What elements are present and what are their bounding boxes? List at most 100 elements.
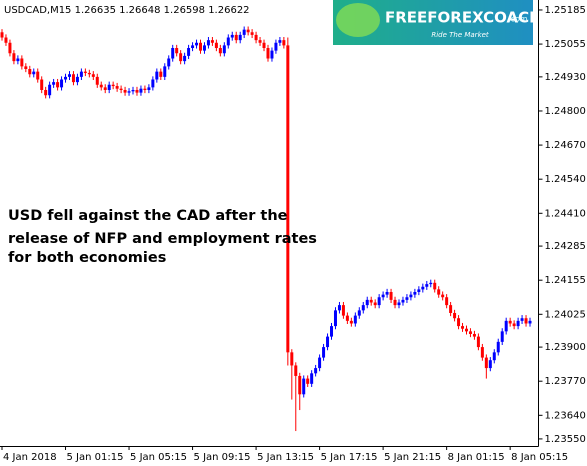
candle-body: [365, 299, 369, 306]
logo-name: FREEFOREXCOACH: [385, 9, 542, 27]
candle-body: [119, 88, 123, 90]
candle-body: [135, 89, 139, 93]
candle-body: [480, 347, 484, 358]
y-tick-label: 1.24285: [545, 241, 586, 252]
candle-body: [87, 72, 91, 75]
x-tick-label: 5 Jan 21:15: [384, 452, 441, 463]
candle-body: [282, 40, 286, 46]
candle-body: [468, 331, 472, 334]
candle-body: [306, 378, 310, 384]
candle-body: [357, 310, 361, 316]
candle-body: [409, 294, 413, 298]
candle-body: [206, 40, 210, 46]
annotation: for both economies: [8, 250, 166, 266]
candle-body: [167, 58, 171, 67]
candle-body: [155, 71, 159, 80]
y-tick-label: 1.23640: [545, 410, 586, 421]
candle-body: [500, 331, 504, 342]
candle-body: [341, 305, 345, 316]
candle-body: [381, 294, 385, 298]
candle-body: [397, 302, 401, 306]
candle-body: [377, 297, 381, 306]
y-tick-label: 1.24155: [545, 275, 586, 286]
candle-body: [302, 378, 306, 395]
candle-body: [79, 71, 83, 77]
candle-body: [95, 76, 99, 85]
candle-body: [294, 365, 298, 376]
candle-body: [163, 66, 167, 77]
y-tick-label: 1.23900: [545, 342, 586, 353]
candle-body: [218, 48, 222, 54]
y-tick-label: 1.25055: [545, 39, 586, 50]
x-tick-label: 5 Jan 01:15: [67, 452, 124, 463]
candle-body: [103, 87, 107, 90]
y-tick-label: 1.24800: [545, 106, 586, 117]
candle-body: [385, 291, 389, 295]
candle-body: [417, 289, 421, 292]
candle-body: [322, 347, 326, 358]
candle-body: [171, 48, 175, 59]
x-tick-label: 8 Jan 01:15: [448, 452, 505, 463]
candles: [0, 26, 532, 432]
candle-body: [472, 333, 476, 337]
candle-body: [298, 375, 302, 395]
logo-globe: [336, 3, 380, 37]
candle-body: [266, 48, 270, 59]
candle-body: [226, 37, 230, 46]
candle-body: [528, 320, 532, 324]
candle-body: [60, 79, 64, 88]
candle-body: [405, 297, 409, 300]
candle-body: [524, 318, 528, 324]
candle-body: [254, 34, 258, 41]
candle-body: [83, 71, 87, 73]
candle-body: [333, 310, 337, 327]
candle-body: [0, 32, 4, 38]
candle-body: [159, 71, 163, 77]
y-tick-label: 1.24670: [545, 140, 586, 151]
annotation: USD fell against the CAD after the: [8, 208, 288, 224]
candle-body: [44, 89, 48, 96]
candle-body: [274, 42, 278, 51]
candle-body: [107, 84, 111, 90]
candle-body: [330, 326, 334, 337]
candle-body: [401, 299, 405, 303]
candle-body: [191, 45, 195, 49]
candle-body: [99, 84, 103, 88]
candle-body: [345, 315, 349, 321]
y-tick-label: 1.23550: [545, 434, 586, 445]
candle-body: [445, 297, 449, 306]
candle-body: [337, 305, 341, 311]
candle-body: [373, 302, 377, 306]
candle-body: [326, 336, 330, 348]
candle-body: [187, 48, 191, 56]
candle-body: [278, 40, 282, 43]
y-tick-label: 1.23770: [545, 376, 586, 387]
candle-body: [230, 34, 234, 38]
candle-body: [314, 368, 318, 374]
candle-body: [75, 76, 79, 83]
logo-tagline: Ride The Market: [431, 31, 489, 39]
candle-body: [195, 42, 199, 46]
candle-body: [52, 82, 56, 85]
candle-body: [429, 282, 433, 285]
candle-body: [361, 305, 365, 311]
candle-body: [115, 86, 119, 89]
candle-body: [421, 286, 425, 290]
candle-body: [441, 294, 445, 298]
candle-body: [238, 34, 242, 41]
x-tick-label: 5 Jan 17:15: [321, 452, 378, 463]
candle-body: [147, 87, 151, 90]
candle-body: [258, 40, 262, 43]
candle-body: [67, 74, 71, 77]
candle-body: [242, 29, 246, 35]
candle-body: [318, 357, 322, 369]
candle-body: [476, 336, 480, 348]
candle-body: [210, 40, 214, 43]
candle-body: [111, 84, 115, 87]
y-tick-label: 1.24025: [545, 309, 586, 320]
candle-body: [36, 71, 40, 80]
candle-body: [234, 34, 238, 41]
candle-body: [453, 312, 457, 319]
candle-body: [492, 352, 496, 361]
